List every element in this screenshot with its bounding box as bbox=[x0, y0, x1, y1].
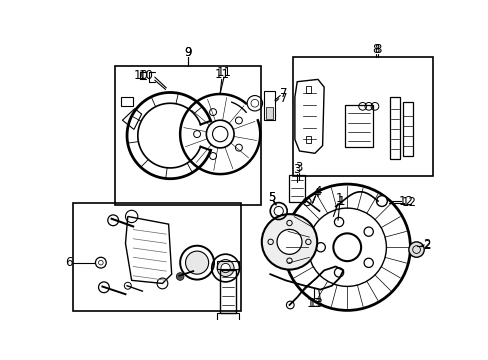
Circle shape bbox=[376, 195, 386, 206]
Bar bbox=[73, 203, 241, 311]
Circle shape bbox=[261, 214, 317, 270]
Bar bbox=[289, 175, 305, 202]
Text: 13: 13 bbox=[308, 297, 323, 310]
Circle shape bbox=[99, 282, 109, 293]
Bar bbox=[389, 97, 399, 159]
Text: 9: 9 bbox=[183, 46, 191, 59]
Text: 12: 12 bbox=[401, 196, 416, 209]
Bar bbox=[306, 136, 310, 143]
Text: 1: 1 bbox=[337, 194, 344, 208]
Bar bbox=[115, 66, 261, 205]
Text: 2: 2 bbox=[423, 238, 430, 251]
Circle shape bbox=[176, 273, 183, 280]
Circle shape bbox=[408, 242, 424, 257]
Text: 8: 8 bbox=[374, 43, 381, 56]
Text: 8: 8 bbox=[371, 43, 379, 56]
Bar bbox=[217, 313, 238, 322]
Text: 13: 13 bbox=[306, 297, 321, 310]
Bar bbox=[121, 97, 133, 106]
Text: 7: 7 bbox=[279, 92, 286, 105]
Circle shape bbox=[277, 229, 302, 254]
Text: 2: 2 bbox=[422, 239, 429, 252]
Text: 7: 7 bbox=[280, 87, 287, 100]
Circle shape bbox=[333, 233, 361, 261]
Text: 4: 4 bbox=[314, 185, 321, 198]
Circle shape bbox=[217, 260, 234, 276]
Text: 5: 5 bbox=[267, 191, 275, 204]
Circle shape bbox=[185, 251, 208, 274]
Bar bbox=[344, 105, 372, 147]
Bar bbox=[264, 91, 274, 120]
Circle shape bbox=[107, 215, 118, 226]
Bar bbox=[293, 57, 432, 176]
Bar bbox=[265, 107, 273, 119]
Polygon shape bbox=[122, 109, 142, 130]
Text: 10: 10 bbox=[139, 69, 153, 82]
Text: 4: 4 bbox=[312, 187, 320, 200]
Circle shape bbox=[221, 264, 230, 273]
Bar bbox=[306, 86, 310, 93]
Bar bbox=[217, 261, 238, 269]
Text: 11: 11 bbox=[215, 68, 229, 81]
Text: 12: 12 bbox=[398, 194, 413, 208]
Text: 3: 3 bbox=[294, 161, 302, 175]
Text: 1: 1 bbox=[335, 192, 343, 205]
Text: 3: 3 bbox=[293, 163, 300, 176]
Text: 10: 10 bbox=[133, 69, 148, 82]
Text: 9: 9 bbox=[183, 46, 191, 59]
Text: 11: 11 bbox=[216, 66, 231, 79]
Text: 6: 6 bbox=[64, 256, 72, 269]
Bar bbox=[402, 102, 413, 156]
Bar bbox=[220, 270, 235, 313]
Text: 5: 5 bbox=[267, 191, 275, 204]
